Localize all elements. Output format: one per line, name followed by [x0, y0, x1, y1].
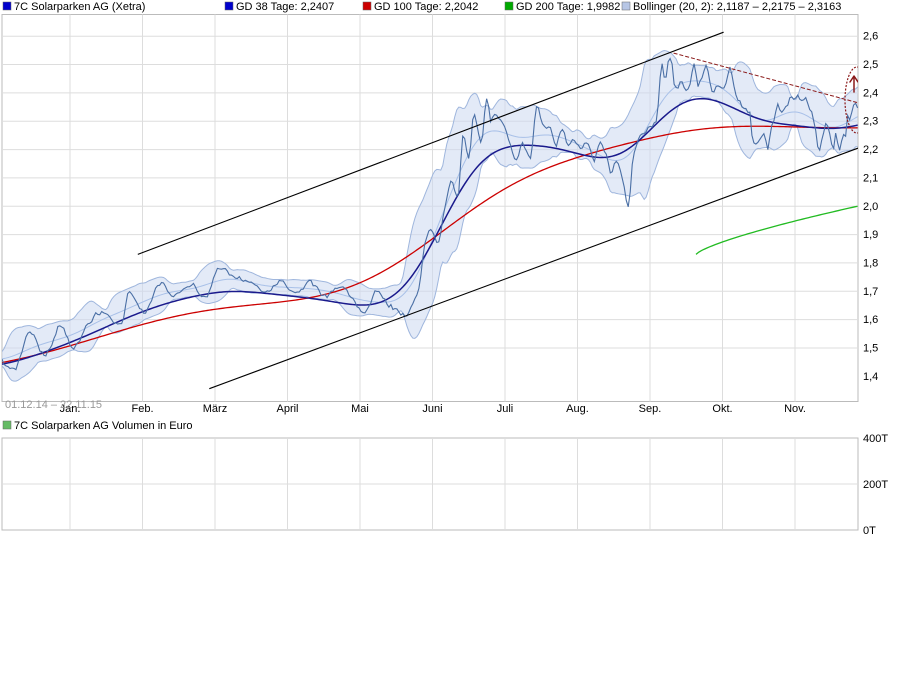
svg-text:Nov.: Nov.	[784, 403, 806, 415]
svg-text:1,9: 1,9	[863, 229, 878, 241]
svg-text:2,5: 2,5	[863, 59, 878, 71]
svg-text:April: April	[276, 403, 298, 415]
svg-text:2,3: 2,3	[863, 116, 878, 128]
svg-text:2,1: 2,1	[863, 172, 878, 184]
svg-text:Sep.: Sep.	[639, 403, 662, 415]
svg-text:1,4: 1,4	[863, 371, 878, 383]
svg-text:2,4: 2,4	[863, 87, 878, 99]
svg-text:Mai: Mai	[351, 403, 369, 415]
svg-text:7C Solarparken AG (Xetra): 7C Solarparken AG (Xetra)	[14, 1, 145, 13]
svg-text:Feb.: Feb.	[131, 403, 153, 415]
svg-text:GD 200 Tage: 1,9982: GD 200 Tage: 1,9982	[516, 1, 620, 13]
svg-text:1,7: 1,7	[863, 286, 878, 298]
svg-text:Aug.: Aug.	[566, 403, 589, 415]
svg-text:1,8: 1,8	[863, 257, 878, 269]
svg-text:GD 38 Tage: 2,2407: GD 38 Tage: 2,2407	[236, 1, 334, 13]
svg-text:GD 100 Tage: 2,2042: GD 100 Tage: 2,2042	[374, 1, 478, 13]
svg-text:Bollinger (20, 2): 2,1187 – 2,: Bollinger (20, 2): 2,1187 – 2,2175 – 2,3…	[633, 1, 841, 13]
svg-text:Okt.: Okt.	[712, 403, 732, 415]
svg-text:0T: 0T	[863, 525, 876, 537]
svg-text:Juli: Juli	[497, 403, 514, 415]
svg-text:01.12.14 – 22.11.15: 01.12.14 – 22.11.15	[5, 399, 102, 411]
svg-text:Juni: Juni	[422, 403, 442, 415]
svg-text:2,6: 2,6	[863, 31, 878, 43]
svg-text:2,2: 2,2	[863, 144, 878, 156]
svg-text:2,0: 2,0	[863, 201, 878, 213]
svg-text:1,5: 1,5	[863, 343, 878, 355]
svg-text:7C Solarparken AG Volumen in E: 7C Solarparken AG Volumen in Euro	[14, 420, 193, 432]
svg-text:200T: 200T	[863, 479, 888, 491]
svg-text:März: März	[203, 403, 227, 415]
svg-text:1,6: 1,6	[863, 314, 878, 326]
svg-text:400T: 400T	[863, 433, 888, 445]
